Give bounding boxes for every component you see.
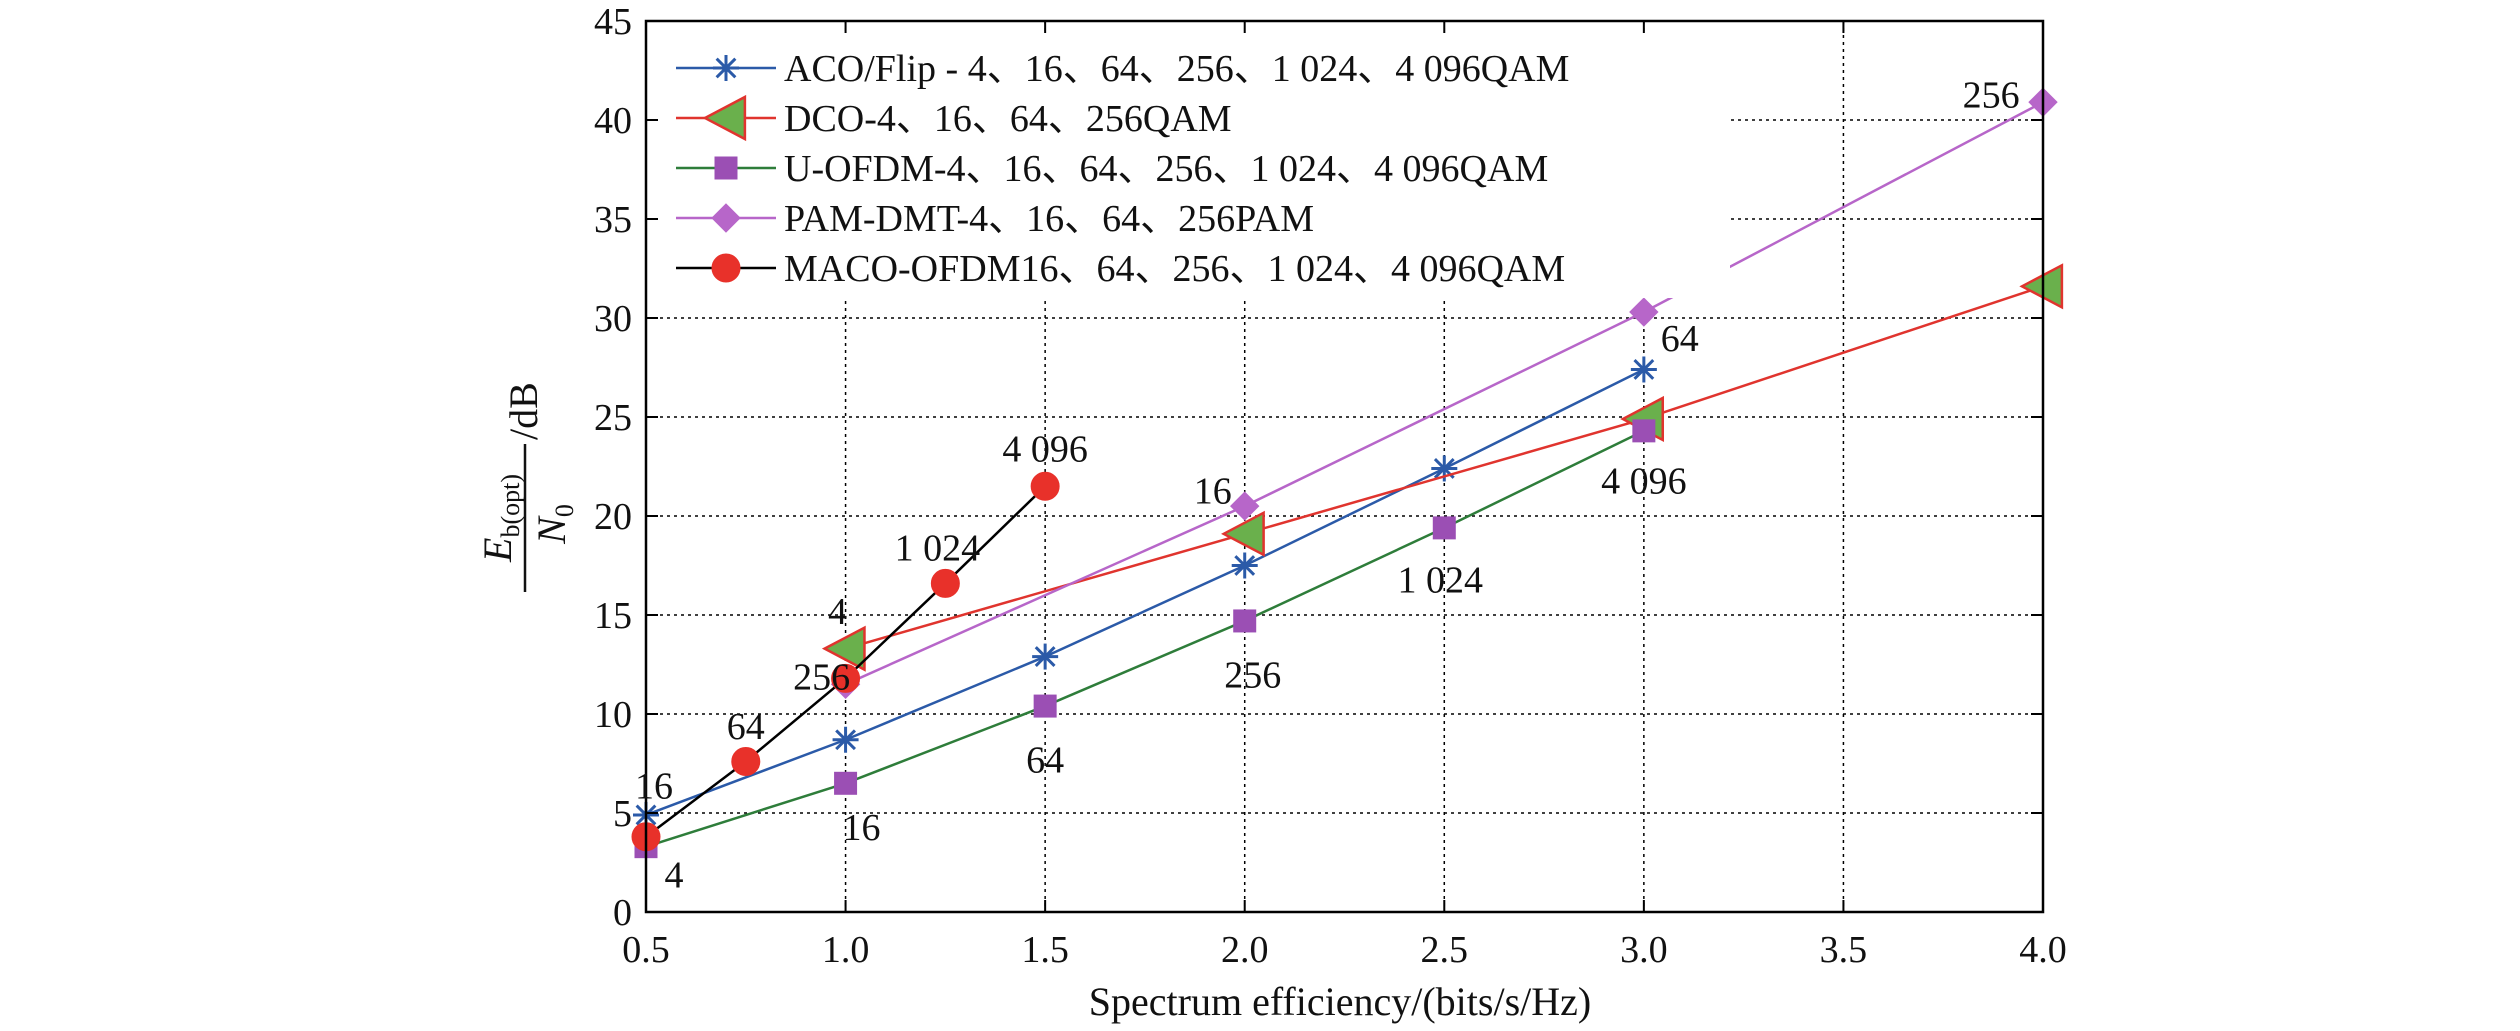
point-label: 4 096 [1601, 460, 1687, 502]
data-point [1632, 419, 1656, 443]
point-label: 64 [1026, 740, 1064, 782]
point-label: 256 [1963, 74, 2020, 116]
point-label: 1 024 [1398, 559, 1484, 601]
legend-marker [713, 55, 739, 81]
annotation-layer: 16 4 64 16 4 256 1 024 4 096 64 16 256 1 024 4 096 64… [635, 74, 2020, 896]
x-tick-label: 1.5 [1021, 929, 1069, 971]
y-tick-label: 25 [594, 397, 632, 439]
asterisk-stroke [1433, 458, 1455, 479]
y-tick-label: 15 [594, 595, 632, 637]
data-point [1032, 643, 1059, 670]
asterisk-stroke [715, 57, 737, 79]
series-line [845, 101, 2044, 686]
legend-marker [711, 253, 741, 283]
data-point [834, 771, 858, 795]
y-tick-label: 5 [613, 793, 632, 835]
x-tick-label: 1.0 [822, 929, 870, 971]
y-axis-label-denominator: N0 [529, 504, 579, 545]
x-tick-label: 4.0 [2019, 929, 2067, 971]
x-tick-label: 0.5 [622, 929, 670, 971]
legend-background [660, 33, 1730, 298]
x-axis-label: Spectrum efficiency/(bits/s/Hz) [1089, 979, 1591, 1024]
series-5 [631, 471, 1060, 852]
legend-item: U-OFDM-4、16、64、256、1 024、4 096QAM [676, 148, 1548, 190]
x-tick-label: 2.5 [1421, 929, 1469, 971]
y-tick-label: 30 [594, 298, 632, 340]
x-tick-label: 2.0 [1221, 929, 1269, 971]
series-1 [633, 356, 1657, 828]
series-3 [634, 419, 1656, 859]
legend: ACO/Flip - 4、16、64、256、1 024、4 096QAM DCO… [660, 33, 1730, 298]
series-line [645, 429, 1645, 848]
legend-item: PAM-DMT-4、16、64、256PAM [676, 198, 1314, 240]
y-axis-label: Eb(opt) N0 /dB [475, 382, 579, 592]
y-tick-label: 20 [594, 496, 632, 538]
asterisk-stroke [1633, 359, 1655, 380]
point-label: 256 [793, 656, 850, 698]
x-tick-label: 3.0 [1620, 929, 1668, 971]
y-tick-label: 40 [594, 100, 632, 142]
data-point [731, 747, 761, 777]
point-label: 16 [843, 807, 881, 849]
series-line [845, 285, 2044, 650]
asterisk-stroke [835, 729, 856, 751]
point-label: 1 024 [895, 528, 981, 570]
point-label: 16 [635, 765, 673, 807]
data-point [1230, 491, 1260, 521]
point-label: 4 [828, 591, 847, 633]
asterisk-stroke [1234, 555, 1256, 576]
legend-label: U-OFDM-4、16、64、256、1 024、4 096QAM [784, 148, 1548, 190]
data-point [1629, 297, 1659, 327]
legend-marker [702, 94, 747, 142]
legend-item: ACO/Flip - 4、16、64、256、1 024、4 096QAM [676, 48, 1569, 90]
y-axis-label-numerator: Eb(opt) [475, 474, 525, 563]
legend-label: PAM-DMT-4、16、64、256PAM [784, 198, 1314, 240]
data-point [1233, 609, 1257, 633]
data-point [831, 663, 861, 693]
x-tick-label: 3.5 [1820, 929, 1868, 971]
y-axis-label-unit: /dB [501, 382, 546, 440]
data-point [1630, 356, 1657, 383]
plot-area-border [644, 19, 2045, 914]
data-point [1033, 694, 1057, 718]
data-point [832, 726, 859, 753]
point-label: 256 [1224, 654, 1281, 696]
y-tick-label: 0 [613, 892, 632, 934]
series-layer [631, 87, 2064, 859]
asterisk-stroke [1034, 646, 1056, 668]
point-label: 64 [1661, 318, 1699, 360]
legend-label: ACO/Flip - 4、16、64、256、1 024、4 096QAM [784, 48, 1569, 90]
plot-frame [644, 19, 2045, 914]
series-line [645, 368, 1645, 817]
data-point [1221, 510, 1265, 557]
legend-marker [711, 203, 741, 233]
legend-label: DCO-4、16、64、256QAM [784, 98, 1232, 140]
y-tick-label: 45 [594, 1, 632, 43]
y-tick-label: 35 [594, 199, 632, 241]
data-point [1432, 516, 1456, 540]
data-point [821, 625, 866, 672]
point-label: 4 [664, 854, 683, 896]
tick-layer: 0.5 1.0 1.5 2.0 2.5 3.0 3.5 4.0 0 5 10 15 20 25 30 35 40… [594, 1, 2067, 971]
y-tick-label: 10 [594, 694, 632, 736]
data-point [930, 568, 960, 598]
point-label: 4 096 [1002, 429, 1088, 471]
legend-label: MACO-OFDM16、64、256、1 024、4 096QAM [784, 248, 1565, 290]
point-label: 16 [1194, 470, 1232, 512]
data-point [1030, 471, 1060, 501]
legend-item: DCO-4、16、64、256QAM [676, 94, 1232, 142]
data-point [1231, 552, 1258, 579]
legend-item: MACO-OFDM16、64、256、1 024、4 096QAM [676, 248, 1565, 290]
point-label: 64 [727, 706, 765, 748]
legend-marker [714, 156, 738, 180]
